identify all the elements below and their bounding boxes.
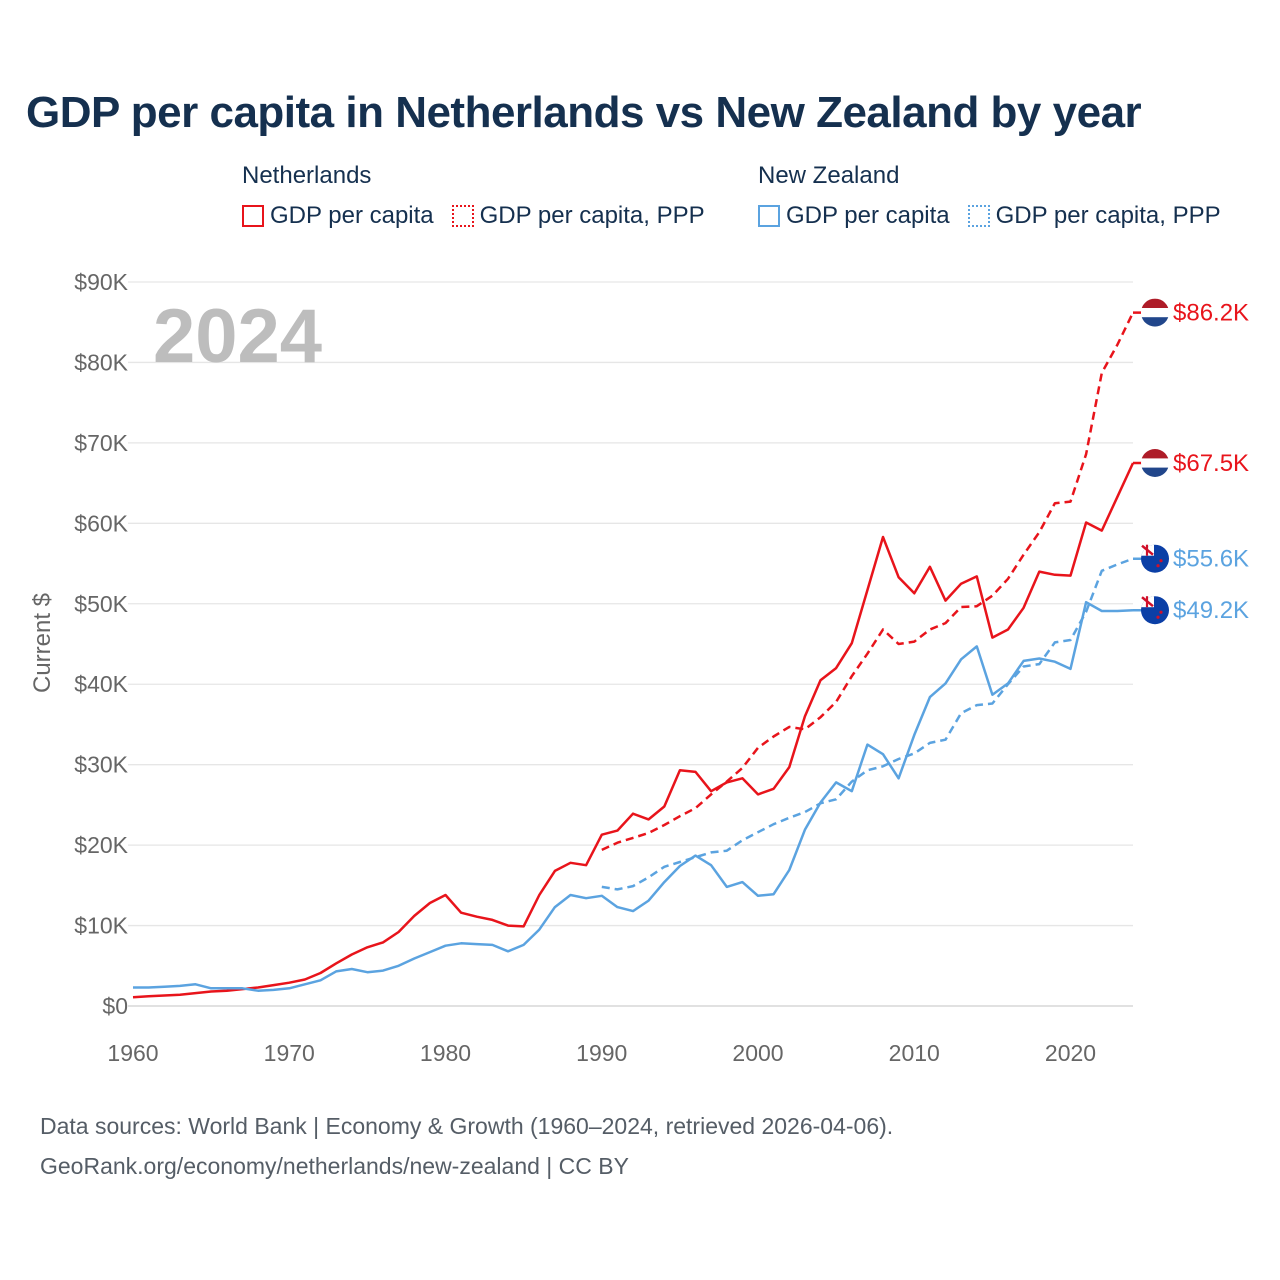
- y-tick-label: $80K: [74, 349, 128, 375]
- footer: Data sources: World Bank | Economy & Gro…: [40, 1106, 893, 1186]
- netherlands-flag-icon: [1141, 449, 1169, 477]
- y-tick-label: $90K: [74, 269, 128, 295]
- series-line: [601, 557, 1134, 891]
- x-tick-label: 2020: [1045, 1040, 1096, 1066]
- legend-item-label: GDP per capita, PPP: [479, 202, 705, 229]
- legend-item-netherlands-gdp[interactable]: GDP per capita: [242, 202, 434, 230]
- y-tick-label: $30K: [74, 752, 128, 778]
- y-tick-label: $50K: [74, 591, 128, 617]
- flag-star: [1156, 564, 1160, 568]
- y-axis-label: Current $: [29, 593, 56, 693]
- year-watermark: 2024: [153, 294, 322, 379]
- flag-stripe-red: [1141, 449, 1169, 459]
- series-end-label: $49.2K: [1173, 597, 1249, 624]
- series-end-label: $55.6K: [1173, 546, 1249, 573]
- series-line: [133, 600, 1134, 992]
- flag-star: [1159, 559, 1163, 563]
- grid-lines: [128, 281, 1133, 1007]
- x-tick-label: 2000: [732, 1040, 783, 1066]
- y-tick-label: $60K: [74, 510, 128, 536]
- legend-item-label: GDP per capita: [786, 202, 950, 229]
- x-tick-label: 1960: [107, 1040, 158, 1066]
- y-tick-label: $40K: [74, 671, 128, 697]
- flag-stripe-blue: [1141, 467, 1169, 477]
- x-tick-label: 1970: [264, 1040, 315, 1066]
- x-axis-ticks: 1960 1970 1980 1990 2000 2010 2020: [107, 1040, 1096, 1066]
- legend-item-label: GDP per capita: [270, 202, 434, 229]
- netherlands-flag-icon: [1141, 298, 1169, 327]
- x-tick-label: 2010: [889, 1040, 940, 1066]
- series-line: [132, 462, 1135, 999]
- chart-title: GDP per capita in Netherlands vs New Zea…: [26, 88, 1142, 137]
- legend-item-label: GDP per capita, PPP: [995, 202, 1221, 229]
- legend-item-new-zealand-gdp[interactable]: GDP per capita: [758, 202, 950, 230]
- new-zealand-flag-icon: [1141, 596, 1169, 625]
- flag-star: [1156, 615, 1160, 619]
- legend-group-name: New Zealand: [758, 162, 900, 189]
- line-chart: $0 $10K $20K $30K $40K $50K $60K $70K $80K $90K 1…: [29, 269, 1249, 1066]
- new-zealand-flag-icon: [1141, 544, 1169, 573]
- legend-item-new-zealand-gdp-ppp[interactable]: GDP per capita, PPP: [967, 202, 1221, 230]
- y-tick-label: $10K: [74, 913, 128, 939]
- series-end-label: $67.5K: [1173, 450, 1249, 477]
- legend-swatch-solid: [758, 205, 780, 227]
- legend-group-name: Netherlands: [242, 162, 372, 189]
- x-tick-label: 1980: [420, 1040, 471, 1066]
- flag-stripe-blue: [1141, 317, 1169, 327]
- legend-swatch-dotted: [451, 205, 474, 227]
- y-axis-ticks: $0 $10K $20K $30K $40K $50K $60K $70K $80K $90K: [74, 269, 128, 1019]
- flag-stripe-red: [1141, 298, 1169, 308]
- series-end-markers: $67.5K $86.2K $49.2K $55.6K: [1133, 298, 1249, 625]
- y-tick-label: $70K: [74, 430, 128, 456]
- legend-item-netherlands-gdp-ppp[interactable]: GDP per capita, PPP: [451, 202, 705, 230]
- flag-star: [1159, 610, 1163, 614]
- series-line: [601, 312, 1135, 852]
- footer-sources: Data sources: World Bank | Economy & Gro…: [40, 1113, 894, 1139]
- y-tick-label: $0: [102, 993, 128, 1019]
- legend-group-new-zealand: New Zealand GDP per capita GDP per capit…: [758, 162, 1221, 230]
- legend-swatch-dotted: [967, 205, 990, 227]
- y-tick-label: $20K: [74, 832, 128, 858]
- legend-swatch-solid: [242, 205, 264, 227]
- legend-group-netherlands: Netherlands GDP per capita GDP per capit…: [242, 162, 705, 230]
- series-lines: [132, 312, 1135, 999]
- series-end-label: $86.2K: [1173, 300, 1249, 327]
- x-tick-label: 1990: [576, 1040, 627, 1066]
- footer-url: GeoRank.org/economy/netherlands/new-zeal…: [40, 1153, 629, 1179]
